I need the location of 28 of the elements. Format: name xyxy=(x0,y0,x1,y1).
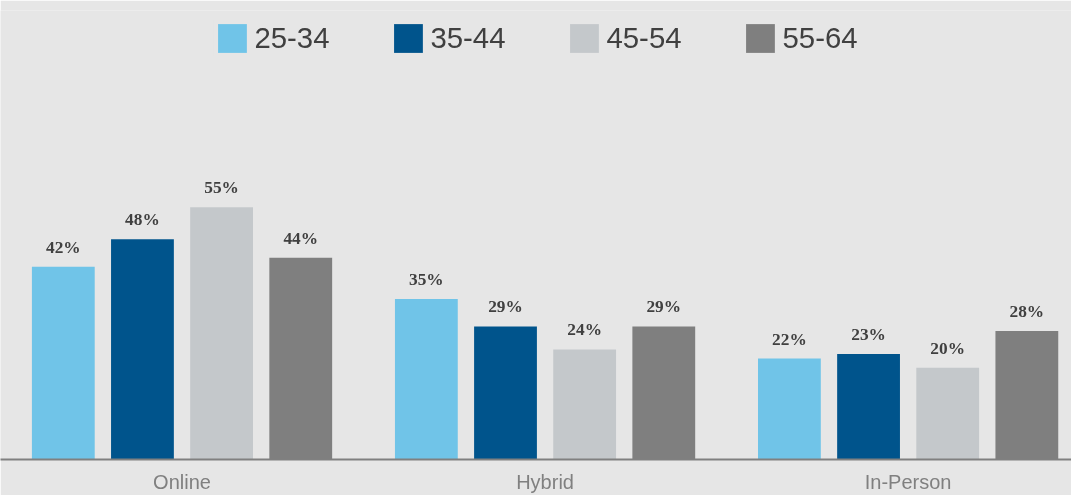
data-label: 29% xyxy=(646,297,682,317)
bar xyxy=(111,239,174,460)
data-label: 44% xyxy=(283,228,319,248)
x-tick-label: In-Person xyxy=(864,470,952,493)
data-label: 29% xyxy=(488,297,523,317)
legend-label: 55-64 xyxy=(782,21,858,55)
data-label: 24% xyxy=(567,320,602,340)
x-tick-label: Online xyxy=(153,470,211,493)
data-label: 23% xyxy=(851,325,886,345)
legend-label: 25-34 xyxy=(254,21,330,55)
bar xyxy=(190,207,253,460)
bar xyxy=(474,326,537,460)
bar xyxy=(916,367,980,460)
legend-label: 35-44 xyxy=(430,21,506,55)
data-label: 22% xyxy=(772,329,807,349)
data-label: 48% xyxy=(125,210,160,230)
x-tick-label: Hybrid xyxy=(516,470,574,493)
bar xyxy=(31,266,95,460)
bar xyxy=(758,358,821,460)
bar xyxy=(553,349,617,460)
bar xyxy=(837,354,900,460)
data-label: 55% xyxy=(204,178,239,198)
data-label: 20% xyxy=(930,338,966,358)
data-label: 28% xyxy=(1009,302,1045,322)
bar xyxy=(394,298,458,460)
legend-label: 45-54 xyxy=(606,21,682,55)
data-label: 35% xyxy=(409,269,444,289)
data-label: 42% xyxy=(45,237,81,257)
